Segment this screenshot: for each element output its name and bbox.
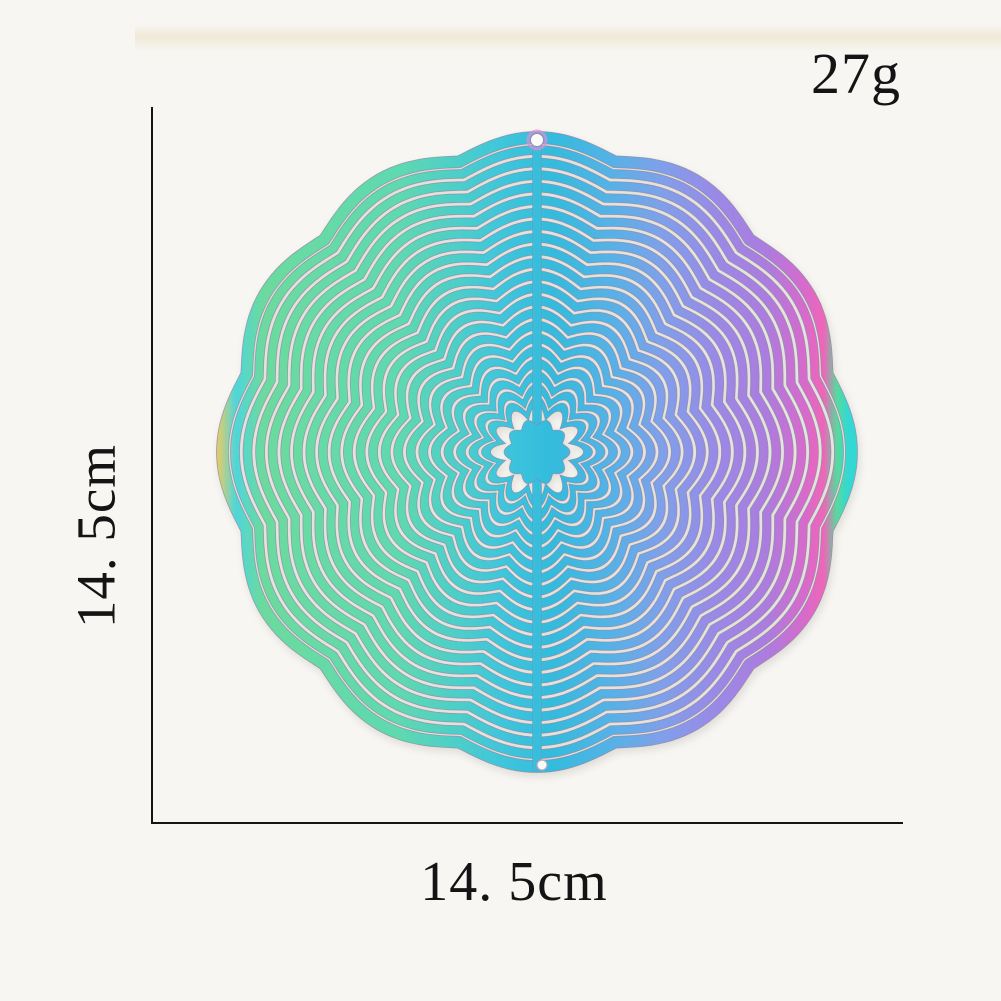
spinner-ring <box>393 308 681 596</box>
spinner-ring <box>455 370 619 534</box>
height-dimension-line <box>151 107 153 823</box>
spinner-ring <box>267 182 807 722</box>
spinner-ring <box>380 295 694 609</box>
spinner-center-disk <box>503 420 571 484</box>
width-dimension-line <box>151 822 903 824</box>
spinner-ring <box>292 207 782 697</box>
spinner-ring <box>355 270 719 634</box>
spinner-ring <box>215 130 858 773</box>
height-label: 14. 5cm <box>65 443 127 629</box>
spinner-ring <box>305 220 769 684</box>
spinner-ring <box>330 245 744 659</box>
spinner-ring <box>443 358 631 546</box>
top-hole-rim <box>526 129 548 151</box>
top-hanging-hole <box>530 133 544 147</box>
bottom-hanging-hole <box>536 759 548 771</box>
spinner-ring <box>317 232 757 672</box>
spinner-ring <box>405 320 669 584</box>
spinner-ring <box>255 170 819 734</box>
width-label: 14. 5cm <box>420 851 608 913</box>
spinner-ring <box>342 257 731 646</box>
spinner-ring <box>481 396 593 508</box>
spinner-ring <box>368 283 706 621</box>
spinner-ring <box>430 345 644 559</box>
spinner-ring <box>230 145 844 759</box>
spinner-ring <box>468 383 606 521</box>
spinner-ring <box>418 333 656 571</box>
spinner-ring <box>242 157 832 747</box>
spinner-body <box>215 129 858 773</box>
spinner-ring <box>280 195 794 709</box>
weight-label: 27g <box>811 41 901 106</box>
